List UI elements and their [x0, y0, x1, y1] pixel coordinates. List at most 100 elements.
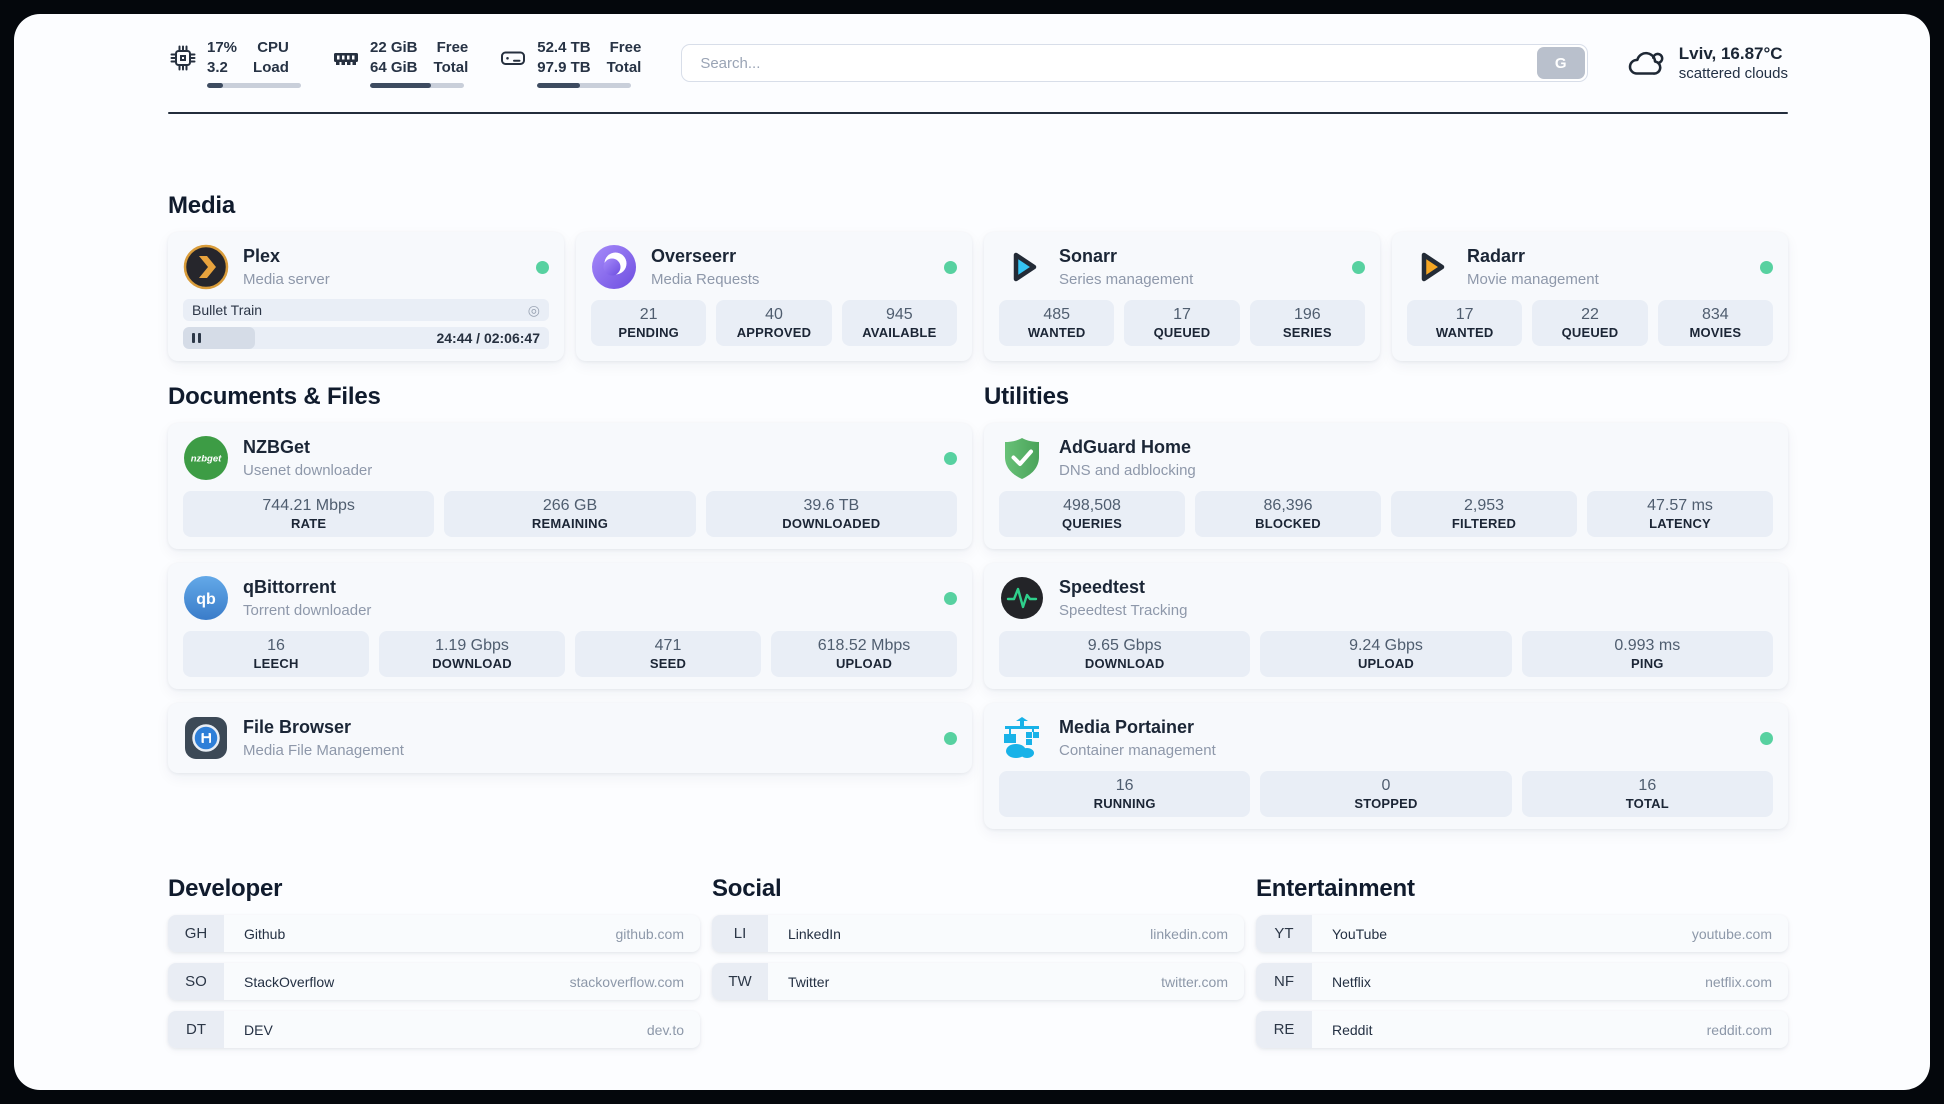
section-developer: Developer GH Github github.com SO StackO… [168, 875, 700, 1048]
bookmark-initials: GH [168, 915, 224, 952]
playback-time: 24:44 / 02:06:47 [436, 330, 540, 346]
stat-label: UPLOAD [1357, 656, 1415, 671]
bookmark-github[interactable]: GH Github github.com [168, 915, 700, 952]
app-card-overseerr[interactable]: Overseerr Media Requests 21 PENDING 40 A… [576, 232, 972, 361]
bookmark-name: Netflix [1332, 973, 1371, 990]
memory-total-value: 64 GiB [370, 59, 418, 76]
cpu-load-value: 3.2 [207, 59, 228, 76]
app-card-qbittorrent[interactable]: qb qBittorrent Torrent downloader [168, 563, 972, 689]
app-description: Container management [1059, 741, 1216, 759]
app-card-speedtest[interactable]: Speedtest Speedtest Tracking 9.65 Gbps D… [984, 563, 1788, 689]
stat-box: 9.65 Gbps DOWNLOAD [999, 631, 1251, 677]
stat-label: BLOCKED [1255, 516, 1321, 531]
bookmark-reddit[interactable]: RE Reddit reddit.com [1256, 1011, 1788, 1048]
stat-box: 39.6 TB DOWNLOADED [705, 491, 957, 537]
section-title-documents: Documents & Files [168, 383, 381, 410]
overseerr-icon [591, 244, 637, 290]
stat-label: DOWNLOAD [432, 656, 512, 671]
stat-label: FILTERED [1451, 516, 1517, 531]
stat-label: MOVIES [1689, 325, 1742, 340]
search-input[interactable] [681, 44, 1588, 82]
app-card-filebrowser[interactable]: File Browser Media File Management [168, 703, 972, 773]
stat-box: 86,396 BLOCKED [1195, 491, 1381, 537]
section-utilities: Utilities [984, 383, 1788, 829]
bookmark-initials: LI [712, 915, 768, 952]
bookmark-initials: SO [168, 963, 224, 1000]
stat-value: 17 [1173, 306, 1191, 323]
stat-value: 16 [1638, 777, 1657, 794]
bookmark-stackoverflow[interactable]: SO StackOverflow stackoverflow.com [168, 963, 700, 1000]
stat-box: 17 QUEUED [1124, 300, 1240, 346]
bookmark-name: Twitter [788, 973, 830, 990]
stat-value: 47.57 ms [1647, 497, 1713, 514]
stat-box: 485 WANTED [999, 300, 1115, 346]
bookmark-url: twitter.com [1161, 973, 1228, 990]
stat-label: QUERIES [1062, 516, 1122, 531]
stat-value: 945 [885, 306, 913, 323]
stat-value: 16 [267, 637, 285, 654]
weather-widget: Lviv, 16.87°C scattered clouds [1624, 44, 1788, 82]
bookmark-name: StackOverflow [244, 973, 335, 990]
bookmark-twitter[interactable]: TW Twitter twitter.com [712, 963, 1244, 1000]
stat-label: RATE [291, 516, 327, 531]
app-name: Sonarr [1059, 246, 1118, 267]
stat-box: 40 APPROVED [716, 300, 832, 346]
bookmark-url: netflix.com [1705, 973, 1772, 990]
stat-label: LEECH [253, 656, 299, 671]
stat-value: 498,508 [1063, 497, 1121, 514]
stat-box: 47.57 ms LATENCY [1587, 491, 1773, 537]
radarr-icon [1407, 244, 1453, 290]
bookmark-name: DEV [244, 1021, 273, 1038]
app-description: DNS and adblocking [1059, 461, 1196, 479]
app-card-nzbget[interactable]: nzbget NZBGet Usenet downloader 74 [168, 423, 972, 549]
app-card-sonarr[interactable]: Sonarr Series management 485 WANTED 17 Q… [984, 232, 1380, 361]
disk-free-label: Free [609, 39, 642, 56]
app-description: Media File Management [243, 741, 404, 759]
stat-label: REMAINING [531, 516, 609, 531]
app-card-radarr[interactable]: Radarr Movie management 17 WANTED 22 QUE… [1392, 232, 1788, 361]
bookmark-url: youtube.com [1691, 925, 1772, 942]
stat-box: 834 MOVIES [1657, 300, 1773, 346]
memory-progress-bar [370, 83, 464, 88]
stat-label: QUEUED [1561, 325, 1619, 340]
stat-box: 16 RUNNING [999, 771, 1251, 817]
status-dot-online [1760, 260, 1773, 274]
stat-label: WANTED [1435, 325, 1494, 340]
app-description: Movie management [1467, 270, 1599, 288]
status-dot-online [944, 591, 957, 605]
stat-box: 618.52 Mbps UPLOAD [771, 631, 957, 677]
stat-value: 9.65 Gbps [1087, 637, 1162, 654]
stat-value: 196 [1293, 306, 1321, 323]
cpu-load-label: Load [253, 59, 289, 76]
bookmark-youtube[interactable]: YT YouTube youtube.com [1256, 915, 1788, 952]
status-dot-online [1352, 260, 1365, 274]
app-card-plex[interactable]: Plex Media server Bullet Train ◎ 24:44 /… [168, 232, 564, 361]
stat-box: 2,953 FILTERED [1391, 491, 1577, 537]
stat-value: 0.993 ms [1614, 637, 1681, 654]
app-description: Media server [243, 270, 330, 288]
stat-box: 498,508 QUERIES [999, 491, 1185, 537]
search-engine-button[interactable]: G [1536, 47, 1585, 79]
disk-icon [498, 43, 528, 73]
bookmark-netflix[interactable]: NF Netflix netflix.com [1256, 963, 1788, 1000]
bookmark-linkedin[interactable]: LI LinkedIn linkedin.com [712, 915, 1244, 952]
bookmark-url: stackoverflow.com [569, 973, 684, 990]
speedtest-icon [999, 575, 1045, 621]
filebrowser-icon [183, 715, 229, 761]
bookmark-dev[interactable]: DT DEV dev.to [168, 1011, 700, 1048]
cpu-icon [168, 43, 198, 73]
app-name: qBittorrent [243, 577, 336, 598]
app-description: Series management [1059, 270, 1194, 288]
pause-icon[interactable] [192, 333, 201, 343]
status-dot-online [1760, 731, 1773, 745]
bookmark-url: reddit.com [1706, 1021, 1772, 1038]
now-playing-title: Bullet Train [192, 302, 263, 318]
app-card-adguard[interactable]: AdGuard Home DNS and adblocking 498,508 … [984, 423, 1788, 549]
stat-label: PING [1631, 656, 1664, 671]
stat-label: RUNNING [1093, 796, 1156, 811]
session-target-icon[interactable]: ◎ [527, 302, 540, 318]
stat-value: 2,953 [1463, 497, 1505, 514]
cpu-usage-value: 17% [207, 39, 238, 56]
portainer-icon [999, 715, 1045, 761]
app-card-portainer[interactable]: Media Portainer Container management 16 … [984, 703, 1788, 829]
